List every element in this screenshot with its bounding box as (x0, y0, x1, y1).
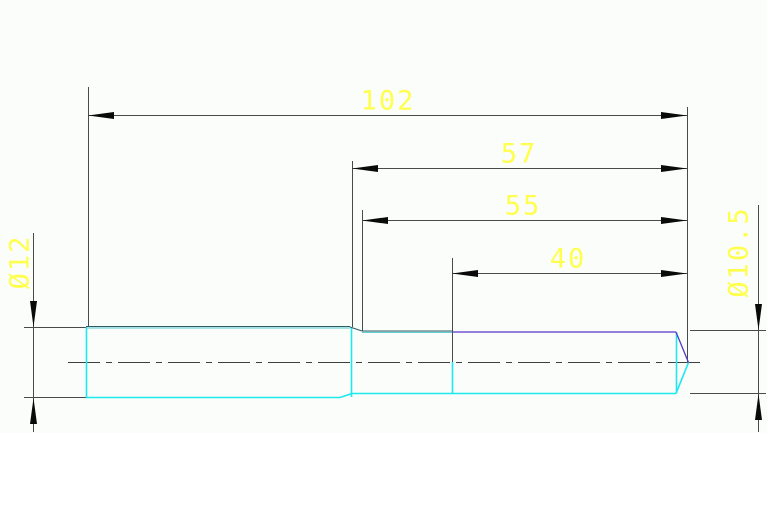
arrow-102-right (661, 112, 687, 119)
dimension-text-large-diameter: Ø12 (4, 234, 36, 290)
arrow-dia12-bottom (30, 398, 37, 424)
end-chamfer-bottom (675, 362, 690, 394)
arrow-40-right (661, 270, 687, 277)
arrow-dia105-top (755, 304, 762, 330)
arrow-57-right (661, 165, 687, 172)
dimension-text-55: 55 (504, 190, 542, 222)
dimension-text-small-diameter: Ø10.5 (723, 206, 755, 298)
shoulder-chamfer-top (349, 326, 363, 332)
arrow-dia105-bottom (755, 394, 762, 420)
shoulder-chamfer-bottom (339, 392, 353, 399)
arrow-57-left (352, 165, 378, 172)
arrow-102-left (88, 112, 114, 119)
end-chamfer-top (675, 331, 690, 363)
arrow-55-right (661, 217, 687, 224)
dimension-text-overall-length: 102 (360, 85, 416, 117)
dimension-text-40: 40 (549, 243, 587, 275)
drawing-area-background (0, 0, 767, 433)
arrow-dia12-top (30, 301, 37, 327)
dimension-text-57: 57 (500, 138, 538, 170)
arrow-55-left (362, 217, 388, 224)
arrow-40-left (452, 270, 478, 277)
